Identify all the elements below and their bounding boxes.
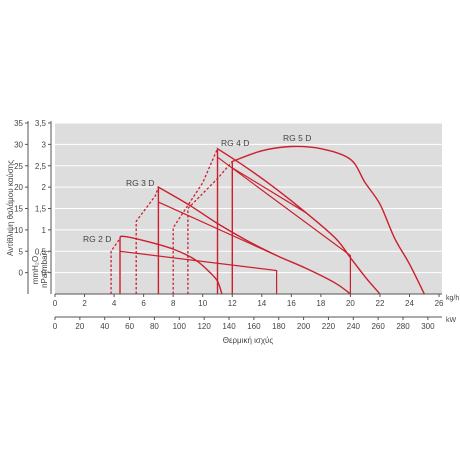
y-mm-tick-label: 20 (14, 183, 23, 192)
series-rg-5-d (187, 145, 425, 295)
x-kw-tick-label: 160 (247, 322, 261, 331)
y-mbar-tick-label: 3 (42, 140, 47, 149)
x-kw-tick-label: 180 (272, 322, 286, 331)
y-mm-tick-label: 25 (14, 162, 23, 171)
y-mbar-tick-label: 3,5 (35, 119, 47, 128)
y-mm-tick-label: 15 (14, 205, 23, 214)
series-label: RG 2 D (83, 234, 111, 244)
x-kgh-tick-label: 20 (346, 299, 355, 308)
x-kw-tick-label: 240 (347, 322, 361, 331)
x-kw-tick-label: 260 (371, 322, 385, 331)
x-kgh-tick-label: 0 (53, 299, 58, 308)
y-axis-unit-mbar: nPa(mbar) (40, 250, 49, 288)
x-kgh-tick-label: 10 (198, 299, 207, 308)
y-mbar-tick-label: 2 (42, 183, 47, 192)
x-kw-tick-label: 60 (125, 322, 134, 331)
y-mm-tick-label: 30 (14, 140, 23, 149)
x-kw-tick-label: 200 (297, 322, 311, 331)
x-kw-tick-label: 20 (75, 322, 84, 331)
y-mbar-tick-label: 0 (42, 269, 47, 278)
series-curve (216, 147, 381, 295)
x-kgh-tick-label: 14 (257, 299, 266, 308)
series-dashed-curve (135, 186, 160, 294)
x-kw-tick-label: 0 (53, 322, 58, 331)
series-label: RG 5 D (283, 133, 311, 143)
x-kgh-tick-label: 22 (376, 299, 385, 308)
x-kgh-tick-label: 6 (141, 299, 146, 308)
series-inner-line (119, 250, 278, 294)
x-kw-tick-label: 220 (322, 322, 336, 331)
x-unit-kgh: kg/h (446, 295, 459, 302)
x-kgh-tick-label: 16 (287, 299, 296, 308)
y-mm-tick-label: 35 (14, 119, 23, 128)
x-kw-tick-label: 280 (396, 322, 410, 331)
series-curve (231, 145, 425, 295)
x-axis-title: Θερμική ισχύς (223, 336, 274, 345)
x-kgh-tick-label: 4 (112, 299, 117, 308)
x-kw-tick-label: 40 (100, 322, 109, 331)
series-rg-4-d (172, 147, 381, 295)
x-kgh-tick-label: 26 (435, 299, 444, 308)
x-kgh-tick-label: 18 (316, 299, 325, 308)
x-unit-kw: kW (446, 317, 457, 324)
y-mbar-tick-label: 2,5 (35, 162, 47, 171)
x-kgh-tick-label: 8 (171, 299, 176, 308)
y-mbar-tick-label: 1 (42, 226, 47, 235)
y-axis-title-outer: Αντίθλιψη θαλάμου καύσης (6, 160, 15, 256)
x-kw-tick-label: 120 (197, 322, 211, 331)
y-mm-tick-label: 10 (14, 226, 23, 235)
y-mbar-tick-label: 1,5 (35, 205, 47, 214)
x-kw-tick-label: 140 (222, 322, 236, 331)
y-mm-tick-label: 0 (19, 269, 24, 278)
y-mm-tick-label: 5 (19, 247, 24, 256)
series-dashed-curve (187, 161, 233, 294)
series-label: RG 3 D (126, 178, 154, 188)
x-kgh-tick-label: 2 (82, 299, 87, 308)
x-kw-tick-label: 100 (173, 322, 187, 331)
y-mbar-tick-label: 0,5 (35, 247, 47, 256)
series-dashed-curve (172, 148, 219, 294)
y-axis-unit-mm: mmH₂O (31, 256, 40, 284)
x-kw-tick-label: 300 (421, 322, 435, 331)
x-kgh-tick-label: 12 (228, 299, 237, 308)
x-kgh-tick-label: 24 (405, 299, 414, 308)
x-kw-tick-label: 80 (150, 322, 159, 331)
series-inner-line (217, 156, 351, 294)
series-dashed-curve (110, 238, 121, 294)
series-inner-line (231, 167, 307, 214)
series-label: RG 4 D (221, 138, 249, 148)
